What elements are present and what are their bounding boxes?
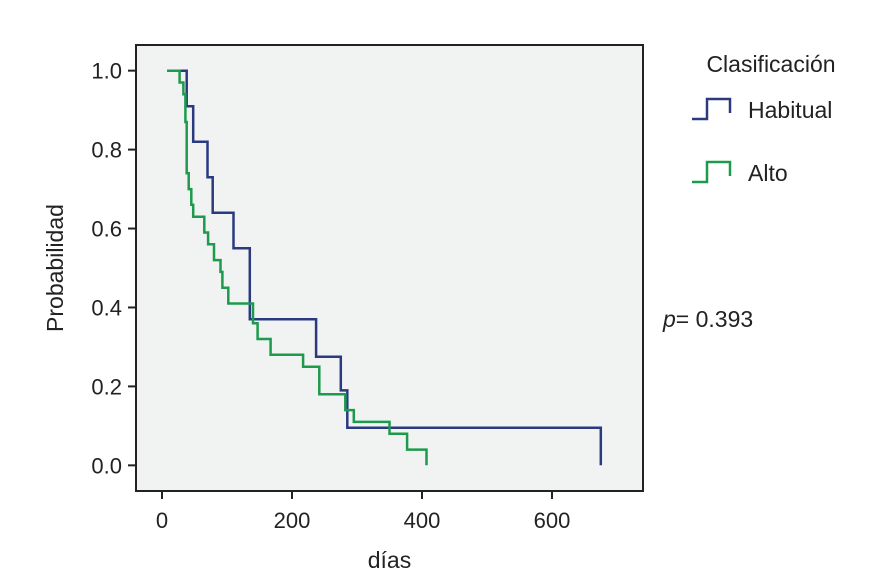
series-line-alto [167, 69, 428, 466]
legend-title: Clasificación [706, 51, 835, 77]
x-tick-label: 600 [534, 508, 571, 533]
y-tick-label: 0.2 [91, 374, 122, 399]
legend: Clasificación Habitual Alto [692, 51, 836, 186]
x-tick-label: 400 [404, 508, 441, 533]
legend-label-habitual: Habitual [748, 97, 832, 123]
x-axis: 0 200 400 600 [156, 491, 570, 533]
y-axis: 0.0 0.2 0.4 0.6 0.8 1.0 [91, 59, 136, 478]
series-line-habitual [167, 69, 603, 466]
legend-label-alto: Alto [748, 160, 788, 186]
y-tick-label: 0.6 [91, 217, 122, 242]
p-value-text: = 0.393 [676, 306, 753, 332]
legend-swatch-habitual [692, 97, 732, 121]
plot-frame [135, 44, 644, 492]
y-tick-label: 0.0 [91, 453, 122, 478]
y-tick-label: 0.8 [91, 138, 122, 163]
y-axis-title: Probabilidad [42, 204, 68, 332]
y-tick-label: 0.4 [91, 295, 122, 320]
series-layer [167, 69, 603, 466]
y-tick-label: 1.0 [91, 59, 122, 84]
p-value-annotation: p= 0.393 [662, 306, 753, 332]
p-value-symbol: p [662, 306, 676, 332]
x-axis-title: días [368, 547, 411, 573]
x-tick-label: 200 [274, 508, 311, 533]
x-tick-label: 0 [156, 508, 168, 533]
legend-swatch-alto [692, 160, 732, 184]
